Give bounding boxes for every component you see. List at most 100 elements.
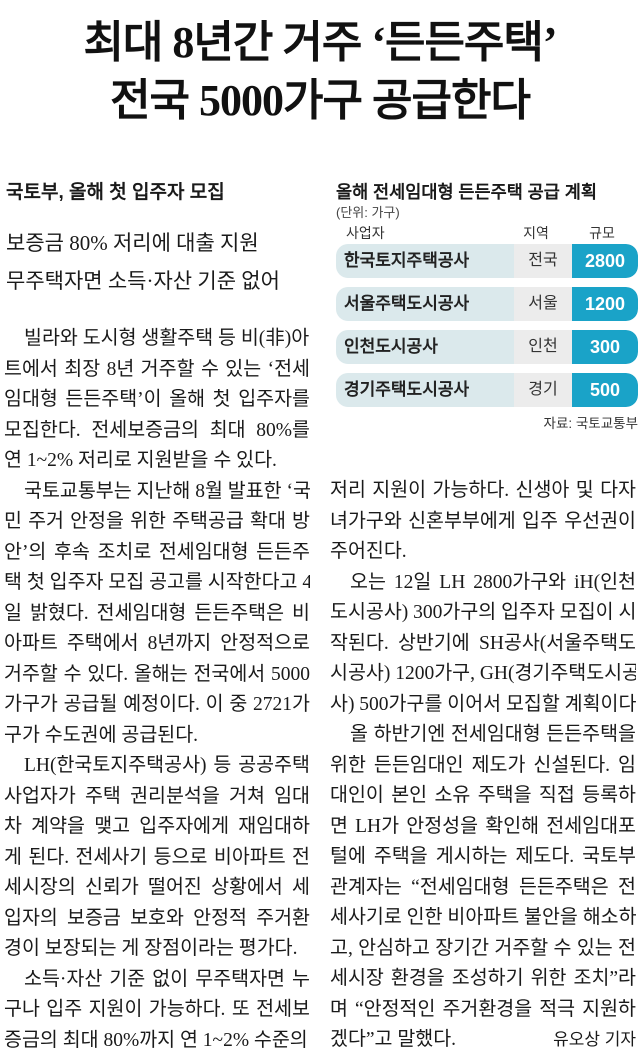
body-line: 도시공사) 300가구의 입주자 모집이 시 xyxy=(330,598,636,629)
body-text: 관계자는 “전세임대형 든든주택은 전 xyxy=(330,877,636,898)
body-line: 입자의 보증금 보호와 안정적 주거환 xyxy=(4,904,310,935)
body-text: 세시장 환경을 조성하기 위한 조치”라 xyxy=(330,968,636,989)
cell-size: 2800 xyxy=(572,244,638,278)
body-text: 세시장의 신뢰가 떨어진 상황에서 세 xyxy=(4,877,310,898)
body-line: 며 “안정적인 주거환경을 적극 지원하 xyxy=(330,995,636,1026)
body-line: 일 밝혔다. 전세임대형 든든주택은 비 xyxy=(4,599,310,630)
subheadline-line: 보증금 80% 저리에 대출 지원 xyxy=(6,224,312,262)
body-line: 아파트 주택에서 8년까지 안정적으로 xyxy=(4,629,310,660)
cell-operator: 인천도시공사 xyxy=(336,330,514,364)
body-text: 고, 안심하고 장기간 거주할 수 있는 전 xyxy=(330,938,636,959)
cell-operator: 한국토지주택공사 xyxy=(336,244,514,278)
body-line: 고, 안심하고 장기간 거주할 수 있는 전 xyxy=(330,934,636,965)
cell-size: 1200 xyxy=(572,287,638,321)
body-line: 털에 주택을 게시하는 제도다. 국토부 xyxy=(330,842,636,873)
kicker: 국토부, 올해 첫 입주자 모집 xyxy=(6,180,312,206)
cell-region: 인천 xyxy=(514,330,572,364)
body-text: 거주할 수 있다. 올해는 전국에서 5000 xyxy=(4,664,310,685)
table-header: 사업자 지역 규모 xyxy=(336,222,638,244)
cell-region: 전국 xyxy=(514,244,572,278)
cell-operator: 경기주택도시공사 xyxy=(336,373,514,407)
cell-size: 500 xyxy=(572,373,638,407)
body-line: 차 계약을 맺고 입주자에게 재임대하 xyxy=(4,812,310,843)
body-text: 주어진다. xyxy=(330,541,407,562)
body-line: 면 LH가 안정성을 확인해 전세임대포 xyxy=(330,812,636,843)
body-text: 안’의 후속 조치로 전세임대형 든든주 xyxy=(4,542,310,563)
body-line: 구나 입주 지원이 가능하다. 또 전세보 xyxy=(4,995,310,1026)
body-line: 트에서 최장 8년 거주할 수 있는 ‘전세 xyxy=(4,355,310,386)
cell-region: 서울 xyxy=(514,287,572,321)
body-text: 빌라와 도시형 생활주택 등 비(非)아파 xyxy=(24,328,310,349)
body-text: 증금의 최대 80%까지 연 1~2% 수준의 xyxy=(4,1030,308,1051)
body-text: 시공사) 1200가구, GH(경기주택도시공 xyxy=(330,663,636,684)
cell-region: 경기 xyxy=(514,373,572,407)
header-size: 규모 xyxy=(566,222,638,244)
body-line: 오는 12일 LH 2800가구와 iH(인천 xyxy=(330,568,636,599)
body-text: 택 첫 입주자 모집 공고를 시작한다고 4 xyxy=(4,572,310,593)
body-line: LH(한국토지주택공사) 등 공공주택 xyxy=(4,751,310,782)
body-line: 위한 든든임대인 제도가 신설된다. 임 xyxy=(330,751,636,782)
body-line: 시공사) 1200가구, GH(경기주택도시공 xyxy=(330,659,636,690)
table-source: 자료: 국토교통부 xyxy=(336,412,638,432)
body-text: 일 밝혔다. 전세임대형 든든주택은 비 xyxy=(4,603,310,624)
body-text: 가구가 공급될 예정이다. 이 중 2721가 xyxy=(4,694,310,715)
body-text: 민 주거 안정을 위한 주택공급 확대 방 xyxy=(4,511,310,532)
subheadline: 보증금 80% 저리에 대출 지원 무주택자면 소득·자산 기준 없어 xyxy=(6,224,312,300)
body-line: 구가 수도권에 공급된다. xyxy=(4,721,310,752)
body-line: 택 첫 입주자 모집 공고를 시작한다고 4 xyxy=(4,568,310,599)
body-line: 안’의 후속 조치로 전세임대형 든든주 xyxy=(4,538,310,569)
body-text: 녀가구와 신혼부부에게 입주 우선권이 xyxy=(330,511,636,532)
body-text: 며 “안정적인 주거환경을 적극 지원하 xyxy=(330,999,636,1020)
body-line: 연 1~2% 저리로 지원받을 수 있다. xyxy=(4,446,310,477)
body-line: 거주할 수 있다. 올해는 전국에서 5000 xyxy=(4,660,310,691)
subheadline-line: 무주택자면 소득·자산 기준 없어 xyxy=(6,262,312,300)
body-line: 빌라와 도시형 생활주택 등 비(非)아파 xyxy=(4,324,310,355)
body-text: 차 계약을 맺고 입주자에게 재임대하 xyxy=(4,816,310,837)
body-text: 사) 500가구를 이어서 모집할 계획이다. xyxy=(330,694,636,715)
body-text: 대인이 본인 소유 주택을 직접 등록하 xyxy=(330,785,636,806)
header-operator: 사업자 xyxy=(336,222,506,244)
body-text: 경이 보장되는 게 장점이라는 평가다. xyxy=(4,938,297,959)
body-text: 위한 든든임대인 제도가 신설된다. 임 xyxy=(330,755,636,776)
body-line: 가구가 공급될 예정이다. 이 중 2721가 xyxy=(4,690,310,721)
body-line: 관계자는 “전세임대형 든든주택은 전 xyxy=(330,873,636,904)
body-text: 국토교통부는 지난해 8월 발표한 ‘국 xyxy=(24,481,310,502)
byline: 유오상 기자 xyxy=(553,1025,636,1056)
body-line: 경이 보장되는 게 장점이라는 평가다. xyxy=(4,934,310,965)
body-line: 모집한다. 전세보증금의 최대 80%를 xyxy=(4,416,310,447)
headline-line-2: 전국 5000가구 공급한다 xyxy=(0,72,640,130)
body-text: 게 된다. 전세사기 등으로 비아파트 전 xyxy=(4,847,310,868)
body-text: 작된다. 상반기에 SH공사(서울주택도 xyxy=(330,633,636,654)
body-line: 민 주거 안정을 위한 주택공급 확대 방 xyxy=(4,507,310,538)
body-line: 사업자가 주택 권리분석을 거쳐 임대 xyxy=(4,782,310,813)
table-title: 올해 전세임대형 든든주택 공급 계획 xyxy=(336,180,638,204)
body-text: 세사기로 인한 비아파트 불안을 해소하 xyxy=(330,907,636,928)
body-line: 게 된다. 전세사기 등으로 비아파트 전 xyxy=(4,843,310,874)
body-line: 임대형 든든주택’이 올해 첫 입주자를 xyxy=(4,385,310,416)
body-text: 사업자가 주택 권리분석을 거쳐 임대 xyxy=(4,786,310,807)
body-text: 겠다”고 말했다. xyxy=(330,1029,456,1050)
body-text: 면 LH가 안정성을 확인해 전세임대포 xyxy=(330,816,636,837)
body-line: 작된다. 상반기에 SH공사(서울주택도 xyxy=(330,629,636,660)
body-line: 올 하반기엔 전세임대형 든든주택을 xyxy=(330,720,636,751)
body-text: 구가 수도권에 공급된다. xyxy=(4,725,198,746)
body-text: 올 하반기엔 전세임대형 든든주택을 xyxy=(350,724,636,745)
header-region: 지역 xyxy=(506,222,566,244)
body-text: 임대형 든든주택’이 올해 첫 입주자를 xyxy=(4,389,310,410)
body-line: 주어진다. xyxy=(330,537,636,568)
body-text: 입자의 보증금 보호와 안정적 주거환 xyxy=(4,908,310,929)
body-text: 연 1~2% 저리로 지원받을 수 있다. xyxy=(4,450,277,471)
headline-line-1: 최대 8년간 거주 ‘든든주택’ xyxy=(0,14,640,72)
body-line: 대인이 본인 소유 주택을 직접 등록하 xyxy=(330,781,636,812)
body-text: 저리 지원이 가능하다. 신생아 및 다자 xyxy=(330,480,636,501)
supply-plan-table: 올해 전세임대형 든든주택 공급 계획 (단위: 가구) 사업자 지역 규모 한… xyxy=(336,180,638,432)
body-text: 아파트 주택에서 8년까지 안정적으로 xyxy=(4,633,310,654)
body-line: 겠다”고 말했다. 유오상 기자 xyxy=(330,1025,636,1056)
body-line: 저리 지원이 가능하다. 신생아 및 다자 xyxy=(330,476,636,507)
